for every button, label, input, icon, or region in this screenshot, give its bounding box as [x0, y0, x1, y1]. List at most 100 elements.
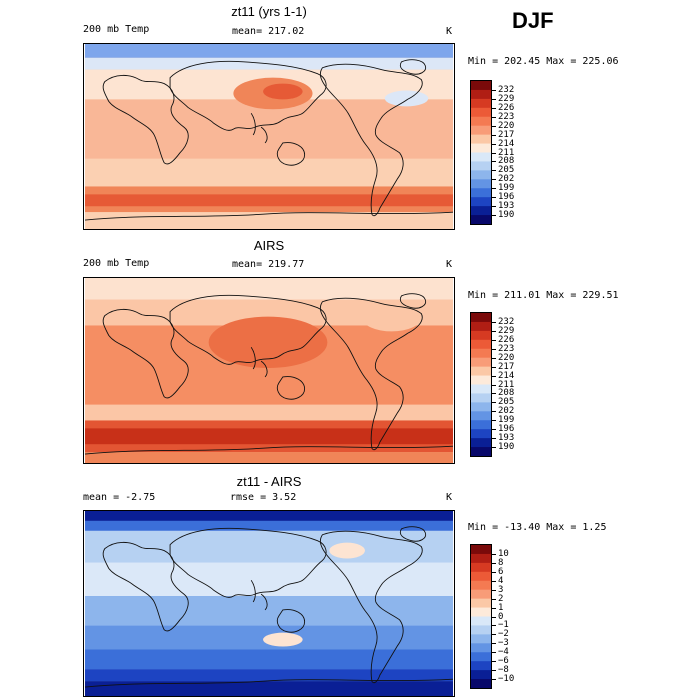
colorbar-tick — [492, 179, 496, 181]
colorbar-tick-label: 10 — [498, 548, 509, 559]
colorbar-swatch — [471, 339, 491, 350]
colorbar-tick — [492, 420, 496, 422]
colorbar-swatch — [471, 571, 491, 582]
colorbar-tick — [492, 107, 496, 109]
colorbar-tick — [492, 384, 496, 386]
colorbar-tick-label: 223 — [498, 343, 515, 354]
colorbar-tick-label: −10 — [498, 674, 515, 685]
colorbar-tick-label: 205 — [498, 165, 515, 176]
colorbar-tick-label: 211 — [498, 147, 515, 158]
panel3-mean-label: mean = -2.75 — [83, 492, 156, 503]
colorbar-tick-label: 217 — [498, 361, 515, 372]
colorbar-tick-label: 223 — [498, 111, 515, 122]
colorbar-tick-label: 3 — [498, 584, 504, 595]
colorbar-tick-label: 1 — [498, 602, 504, 613]
colorbar-tick-label: 208 — [498, 388, 515, 399]
colorbar-tick-label: 202 — [498, 174, 515, 185]
panel3-title: zt11 - AIRS — [236, 474, 302, 489]
colorbar-tick — [492, 625, 496, 627]
panel1-units-label: K — [446, 26, 453, 37]
colorbar-tick — [492, 330, 496, 332]
colorbar-tick — [492, 634, 496, 636]
panel3-colorbar: 10 8 6 4 3 2 1 0 −1 −2 −3 −4 −6 −8 −10 — [470, 544, 550, 689]
colorbar-tick — [492, 589, 496, 591]
panel1-mean-label: mean= 217.02 — [232, 26, 305, 37]
colorbar-tick-label: 0 — [498, 611, 504, 622]
colorbar-tick-label: −3 — [498, 638, 509, 649]
colorbar-tick-label: 214 — [498, 370, 515, 381]
colorbar-swatch — [471, 411, 491, 421]
colorbar-tick — [492, 553, 496, 555]
colorbar-tick-label: −6 — [498, 656, 509, 667]
colorbar-tick-label: −4 — [498, 647, 509, 658]
colorbar-swatch — [471, 81, 491, 91]
colorbar-swatch — [471, 321, 491, 332]
panel2-colorbar-swatches — [471, 313, 491, 457]
colorbar-tick-label: 211 — [498, 379, 515, 390]
colorbar-tick-label: 229 — [498, 325, 515, 336]
colorbar-swatch — [471, 215, 491, 225]
colorbar-swatch — [471, 562, 491, 573]
panel2-colorbar: 232 229 226 223 220 217 214 211 208 205 202 199 196 1… — [470, 312, 550, 457]
colorbar-swatch — [471, 670, 491, 680]
colorbar-tick-label: 220 — [498, 352, 515, 363]
colorbar-swatch — [471, 348, 491, 359]
colorbar-tick-label: 196 — [498, 192, 515, 203]
colorbar-tick-label: 202 — [498, 406, 515, 417]
colorbar-tick — [492, 375, 496, 377]
colorbar-tick-label: 190 — [498, 210, 515, 221]
panel2-mean-label: mean= 219.77 — [232, 259, 305, 270]
colorbar-swatch — [471, 598, 491, 609]
colorbar-tick — [492, 679, 496, 681]
colorbar-tick — [492, 616, 496, 618]
colorbar-tick — [492, 393, 496, 395]
colorbar-tick — [492, 188, 496, 190]
colorbar-tick-label: 205 — [498, 397, 515, 408]
colorbar-tick — [492, 447, 496, 449]
panel1-minmax-label: Min = 202.45 Max = 225.06 — [468, 56, 619, 67]
colorbar-tick — [492, 438, 496, 440]
panel2-title: AIRS — [253, 238, 285, 253]
colorbar-tick-label: 193 — [498, 201, 515, 212]
panel1-colorbar-swatches — [471, 81, 491, 225]
panel1-title: zt11 (yrs 1-1) — [231, 4, 307, 19]
colorbar-swatch — [471, 179, 491, 189]
colorbar-swatch — [471, 429, 491, 439]
colorbar-swatch — [471, 634, 491, 644]
panel1-map — [83, 43, 455, 230]
colorbar-tick — [492, 215, 496, 217]
colorbar-swatch — [471, 161, 491, 171]
colorbar-tick — [492, 562, 496, 564]
colorbar-tick — [492, 670, 496, 672]
colorbar-swatch — [471, 206, 491, 216]
colorbar-swatch — [471, 545, 491, 555]
colorbar-tick-label: 232 — [498, 316, 515, 327]
colorbar-tick — [492, 607, 496, 609]
colorbar-swatch — [471, 366, 491, 377]
colorbar-tick — [492, 661, 496, 663]
colorbar-tick-label: −2 — [498, 629, 509, 640]
colorbar-tick — [492, 348, 496, 350]
colorbar-tick — [492, 125, 496, 127]
colorbar-tick — [492, 339, 496, 341]
season-label: DJF — [512, 8, 554, 33]
colorbar-tick — [492, 116, 496, 118]
colorbar-swatch — [471, 679, 491, 689]
colorbar-tick — [492, 206, 496, 208]
panel2-variable-label: 200 mb Temp — [83, 258, 150, 269]
panel2-minmax-label: Min = 211.01 Max = 229.51 — [468, 290, 619, 301]
colorbar-tick-label: −1 — [498, 620, 509, 631]
colorbar-tick-label: 190 — [498, 442, 515, 453]
colorbar-tick-label: 199 — [498, 415, 515, 426]
colorbar-tick — [492, 429, 496, 431]
colorbar-tick — [492, 571, 496, 573]
colorbar-swatch — [471, 447, 491, 457]
colorbar-swatch — [471, 330, 491, 341]
colorbar-tick-label: 226 — [498, 334, 515, 345]
colorbar-swatch — [471, 438, 491, 448]
colorbar-tick — [492, 134, 496, 136]
colorbar-swatch — [471, 589, 491, 600]
colorbar-tick — [492, 366, 496, 368]
colorbar-tick-label: 193 — [498, 433, 515, 444]
colorbar-tick — [492, 143, 496, 145]
